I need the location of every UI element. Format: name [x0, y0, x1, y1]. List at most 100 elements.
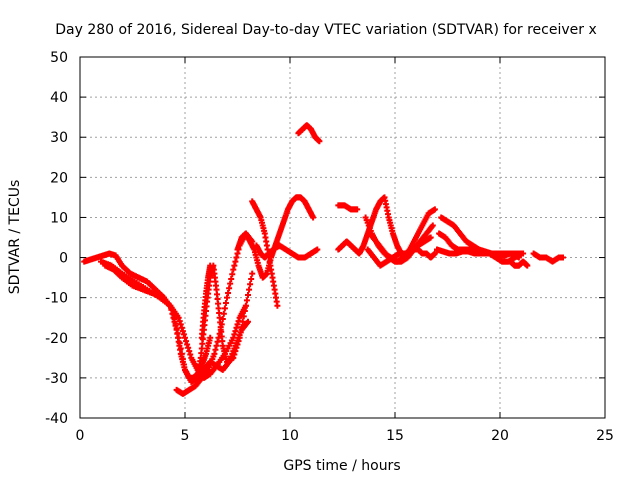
- data-point: [211, 350, 218, 357]
- x-tick-label: 20: [491, 428, 509, 444]
- series-track-10: [295, 122, 323, 145]
- plot-frame: [79, 56, 606, 419]
- data-point: [237, 329, 244, 336]
- data-point: [229, 271, 236, 278]
- data-point: [226, 285, 233, 292]
- data-points: [81, 122, 566, 397]
- series-track-8: [249, 198, 281, 309]
- data-point: [182, 334, 188, 341]
- x-tick-label: 0: [76, 428, 85, 444]
- data-point: [249, 270, 256, 277]
- series-track-6: [198, 262, 214, 341]
- data-point: [431, 206, 438, 213]
- data-point: [230, 334, 237, 341]
- data-point: [231, 331, 238, 338]
- data-point: [243, 297, 250, 304]
- data-point: [176, 318, 183, 325]
- data-point: [245, 291, 251, 298]
- data-point: [179, 328, 186, 335]
- series-track-9: [253, 242, 321, 261]
- y-tick-label: 40: [50, 90, 68, 106]
- x-tick-label: 5: [181, 428, 190, 444]
- data-point: [310, 214, 317, 221]
- data-point: [246, 286, 253, 293]
- series-track-15: [364, 234, 434, 269]
- data-point: [234, 341, 241, 348]
- y-tick-label: 0: [59, 251, 68, 267]
- data-point: [225, 289, 232, 296]
- data-point: [238, 324, 245, 331]
- series-track-7: [234, 194, 317, 281]
- data-point: [215, 334, 222, 341]
- data-point: [232, 348, 239, 355]
- x-tick-label: 25: [596, 428, 614, 444]
- data-point: [171, 318, 178, 325]
- data-point: [222, 300, 229, 307]
- data-point: [232, 258, 239, 265]
- data-point: [240, 313, 247, 320]
- data-point: [231, 262, 238, 269]
- data-point: [234, 321, 241, 328]
- data-point: [354, 206, 361, 213]
- data-point: [242, 302, 249, 309]
- x-axis-title: GPS time / hours: [283, 458, 400, 474]
- data-point: [235, 338, 242, 345]
- data-point: [207, 334, 214, 341]
- data-point: [207, 262, 214, 269]
- data-point: [314, 246, 321, 253]
- data-point: [230, 266, 237, 273]
- x-tick-label: 15: [386, 428, 404, 444]
- data-point: [186, 348, 193, 355]
- data-point: [316, 138, 323, 145]
- data-point: [236, 334, 243, 341]
- data-point: [233, 254, 240, 261]
- data-point: [230, 354, 237, 361]
- series-track-12: [335, 202, 361, 213]
- data-point: [427, 234, 434, 241]
- grid: [80, 57, 605, 418]
- y-tick-label: 20: [50, 170, 68, 186]
- data-point: [233, 344, 240, 351]
- data-point: [213, 342, 220, 349]
- data-point: [524, 262, 531, 269]
- data-point: [221, 305, 228, 312]
- data-point: [248, 275, 255, 282]
- y-tick-label: 10: [50, 210, 68, 226]
- data-point: [178, 324, 185, 331]
- data-point: [183, 338, 190, 345]
- y-tick-label: -30: [45, 371, 68, 387]
- data-point: [228, 275, 235, 282]
- data-point: [232, 328, 239, 335]
- data-point: [515, 254, 522, 261]
- data-point: [227, 280, 234, 287]
- y-tick-label: 50: [50, 50, 68, 66]
- data-point: [560, 254, 566, 261]
- data-point: [231, 351, 238, 358]
- y-tick-label: 30: [50, 130, 68, 146]
- data-point: [185, 344, 192, 351]
- y-tick-label: -10: [45, 291, 68, 307]
- axis-ticks: 0 5 10 15 20 25 -40 -30 -20 -10 0 10 20 30 40 50: [45, 50, 614, 444]
- data-point: [184, 341, 191, 348]
- data-point: [175, 314, 182, 321]
- data-point: [429, 222, 436, 229]
- data-point: [180, 331, 187, 338]
- data-point: [518, 250, 524, 257]
- y-tick-label: -20: [45, 331, 68, 347]
- data-point: [247, 281, 254, 288]
- data-point: [431, 250, 438, 257]
- x-tick-label: 10: [281, 428, 299, 444]
- data-point: [233, 324, 240, 331]
- data-point: [187, 351, 194, 358]
- data-point: [170, 314, 177, 321]
- chart-title: Day 280 of 2016, Sidereal Day-to-day VTE…: [55, 22, 597, 38]
- y-axis-title: SDTVAR / TECUs: [7, 180, 23, 295]
- data-point: [274, 302, 281, 309]
- data-point: [224, 294, 230, 301]
- series-track-3: [98, 258, 249, 381]
- series-track-19: [507, 258, 531, 269]
- data-point: [172, 322, 179, 329]
- data-point: [245, 318, 251, 325]
- series-track-1: [81, 250, 251, 385]
- series-track-20: [530, 250, 566, 265]
